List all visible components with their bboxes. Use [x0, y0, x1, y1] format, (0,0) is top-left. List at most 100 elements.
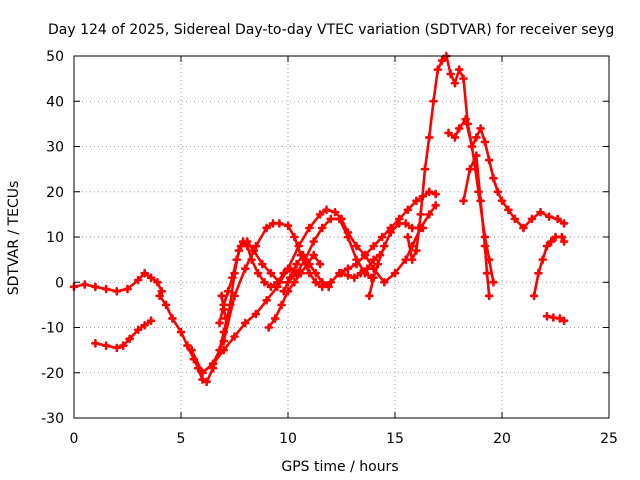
data-point	[217, 291, 226, 301]
data-point	[243, 237, 252, 246]
data-point	[416, 210, 425, 219]
data-point	[296, 268, 306, 278]
data-point	[268, 219, 278, 228]
data-series-group	[69, 51, 569, 387]
data-point	[343, 232, 353, 242]
data-point	[219, 345, 229, 355]
data-point	[454, 65, 464, 74]
data-point	[317, 223, 327, 233]
data-point	[386, 228, 396, 237]
data-point	[140, 320, 149, 330]
data-point	[559, 316, 569, 326]
data-point	[112, 343, 122, 353]
data-point	[549, 313, 558, 322]
data-point	[80, 280, 89, 289]
data-point	[133, 325, 143, 335]
data-point	[380, 277, 389, 287]
data-point	[168, 314, 177, 323]
y-tick-label: -30	[41, 411, 64, 427]
data-point	[450, 133, 460, 142]
series-arc-6	[215, 214, 376, 328]
data-point	[412, 246, 421, 255]
data-point	[317, 277, 327, 287]
data-point	[309, 250, 318, 260]
series-arc-9	[279, 250, 333, 296]
data-point	[480, 137, 490, 147]
chart-title: Day 124 of 2025, Sidereal Day-to-day VTE…	[48, 22, 614, 38]
data-point	[365, 291, 374, 301]
y-tick-label: 10	[46, 230, 64, 246]
data-point	[373, 259, 383, 269]
data-point	[125, 334, 134, 344]
series-arc-12	[403, 51, 569, 264]
y-tick-label: -10	[41, 321, 64, 337]
data-point	[146, 316, 156, 326]
data-point	[260, 277, 269, 287]
data-point	[324, 282, 333, 292]
y-axis-ticks: -30 -20 -10 0 10 20 30 40 50	[41, 49, 609, 427]
data-point	[146, 273, 156, 283]
data-point	[335, 214, 344, 224]
data-point	[407, 223, 417, 233]
data-point	[465, 164, 475, 174]
data-point	[266, 268, 276, 278]
data-point	[544, 212, 554, 221]
data-point	[275, 277, 284, 287]
data-point	[459, 74, 468, 83]
x-tick-label: 25	[600, 431, 618, 447]
series-line	[406, 54, 566, 261]
data-point	[161, 300, 171, 310]
data-point	[394, 219, 404, 228]
data-point	[534, 268, 543, 278]
data-point	[315, 259, 325, 269]
y-tick-label: 40	[46, 94, 64, 110]
data-point	[510, 214, 520, 224]
series-arc-7	[217, 291, 231, 323]
data-point	[555, 314, 565, 323]
data-point	[472, 133, 481, 142]
data-point	[208, 359, 218, 368]
data-point	[157, 287, 167, 296]
data-point	[240, 264, 250, 273]
data-point	[251, 241, 261, 251]
data-point	[258, 259, 267, 269]
data-point	[390, 268, 400, 278]
data-point	[489, 173, 498, 183]
data-point	[369, 273, 378, 283]
data-point	[459, 196, 468, 206]
data-point	[91, 282, 100, 292]
data-point	[542, 241, 552, 251]
data-point	[223, 287, 233, 296]
series-arc-16	[542, 311, 569, 326]
data-point	[298, 250, 308, 260]
data-point	[311, 277, 321, 287]
data-point	[91, 339, 100, 348]
data-point	[431, 201, 440, 210]
data-point	[401, 255, 410, 264]
data-point	[493, 187, 503, 197]
y-axis-label: SDTVAR / TECUs	[6, 181, 22, 296]
data-point	[326, 277, 336, 287]
data-point	[429, 96, 438, 106]
data-point	[285, 273, 295, 283]
data-point	[249, 246, 259, 255]
data-point	[330, 207, 340, 217]
data-point	[424, 210, 434, 219]
series-arc-3	[155, 237, 303, 387]
series-arc-15	[529, 232, 569, 301]
data-point	[219, 305, 229, 314]
y-tick-label: 30	[46, 140, 64, 156]
data-point	[527, 214, 537, 224]
data-point	[476, 124, 485, 133]
data-point	[153, 277, 162, 287]
data-point	[546, 237, 556, 246]
data-point	[482, 268, 492, 278]
data-point	[557, 232, 567, 242]
data-point	[283, 221, 293, 230]
y-tick-label: 0	[55, 275, 64, 291]
data-point	[484, 155, 494, 165]
series-arc-2	[91, 316, 156, 353]
data-point	[294, 241, 303, 251]
data-point	[497, 196, 507, 206]
